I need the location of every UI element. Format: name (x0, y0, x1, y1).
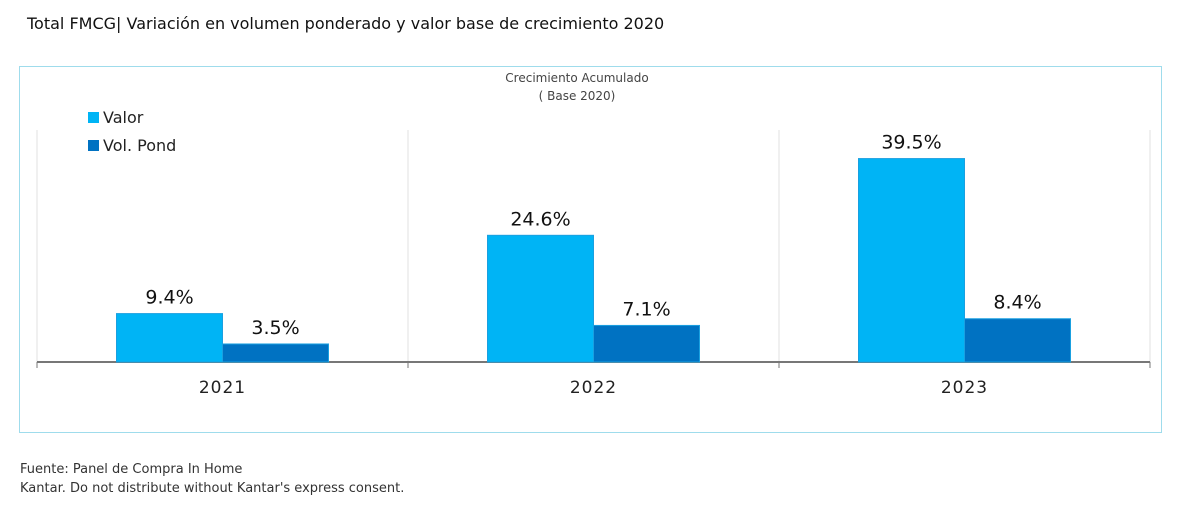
legend-swatch (88, 140, 99, 151)
bar-vol-pond-2021 (222, 343, 329, 363)
chart-frame (19, 66, 1162, 433)
source-note: Fuente: Panel de Compra In Home (20, 462, 243, 477)
x-tick-label: 2023 (941, 378, 988, 398)
chart-subtitle: ( Base 2020) (539, 89, 616, 103)
data-label: 24.6% (510, 208, 570, 230)
disclaimer: Kantar. Do not distribute without Kantar… (20, 481, 405, 496)
x-tick-label: 2022 (570, 378, 617, 398)
legend-label: Valor (103, 108, 144, 127)
data-label: 7.1% (622, 298, 670, 320)
bar-vol-pond-2022 (593, 324, 700, 363)
legend-label: Vol. Pond (103, 136, 176, 155)
bar-vol-pond-2023 (964, 318, 1071, 363)
legend-swatch (88, 112, 99, 123)
chart-title: Crecimiento Acumulado (505, 71, 648, 85)
data-label: 9.4% (145, 287, 193, 309)
x-tick-label: 2021 (199, 378, 246, 398)
bar-valor-2021 (116, 313, 223, 363)
data-label: 3.5% (251, 317, 299, 339)
data-label: 39.5% (881, 132, 941, 154)
page-title: Total FMCG| Variación en volumen pondera… (27, 14, 665, 33)
data-label: 8.4% (993, 292, 1041, 314)
bar-valor-2022 (487, 234, 594, 363)
bar-valor-2023 (858, 158, 965, 363)
